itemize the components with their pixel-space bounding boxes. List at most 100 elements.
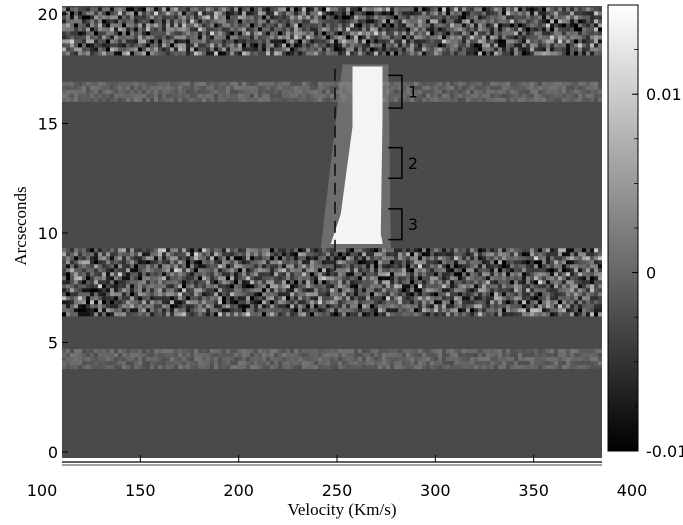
noise-pixel bbox=[510, 300, 514, 305]
noise-pixel bbox=[514, 308, 518, 313]
band-pixel bbox=[134, 361, 138, 366]
noise-pixel bbox=[474, 47, 478, 52]
noise-pixel bbox=[202, 15, 206, 20]
noise-pixel bbox=[450, 19, 454, 24]
noise-pixel bbox=[402, 304, 406, 309]
noise-pixel bbox=[134, 31, 138, 36]
band-pixel bbox=[294, 361, 298, 366]
noise-pixel bbox=[278, 15, 282, 20]
band-pixel bbox=[110, 85, 114, 90]
noise-pixel bbox=[390, 276, 394, 281]
band-pixel bbox=[306, 353, 310, 358]
noise-pixel bbox=[242, 260, 246, 265]
band-pixel bbox=[70, 365, 74, 370]
noise-pixel bbox=[350, 300, 354, 305]
band-pixel bbox=[190, 365, 194, 370]
noise-pixel bbox=[562, 35, 566, 40]
band-pixel bbox=[258, 353, 262, 358]
noise-pixel bbox=[114, 27, 118, 32]
noise-pixel bbox=[118, 260, 122, 265]
noise-pixel bbox=[382, 300, 386, 305]
band-pixel bbox=[270, 97, 274, 102]
noise-pixel bbox=[130, 292, 134, 297]
noise-pixel bbox=[146, 312, 150, 317]
noise-pixel bbox=[90, 280, 94, 285]
band-pixel bbox=[206, 89, 210, 94]
noise-pixel bbox=[338, 284, 342, 289]
noise-pixel bbox=[418, 7, 422, 12]
noise-pixel bbox=[470, 248, 474, 253]
noise-pixel bbox=[242, 300, 246, 305]
noise-pixel bbox=[410, 15, 414, 20]
noise-pixel bbox=[430, 284, 434, 289]
noise-pixel bbox=[166, 292, 170, 297]
noise-pixel bbox=[590, 51, 594, 56]
noise-pixel bbox=[282, 280, 286, 285]
noise-pixel bbox=[190, 272, 194, 277]
noise-pixel bbox=[402, 31, 406, 36]
noise-pixel bbox=[486, 11, 490, 16]
noise-pixel bbox=[418, 248, 422, 253]
noise-pixel bbox=[114, 19, 118, 24]
noise-pixel bbox=[134, 43, 138, 48]
noise-pixel bbox=[234, 308, 238, 313]
noise-pixel bbox=[158, 312, 162, 317]
band-pixel bbox=[574, 357, 578, 362]
band-pixel bbox=[66, 93, 70, 98]
noise-pixel bbox=[86, 47, 90, 52]
noise-pixel bbox=[482, 296, 486, 301]
noise-pixel bbox=[574, 27, 578, 32]
noise-pixel bbox=[290, 27, 294, 32]
noise-pixel bbox=[130, 39, 134, 44]
noise-pixel bbox=[426, 23, 430, 28]
band-pixel bbox=[594, 357, 598, 362]
band-pixel bbox=[590, 85, 594, 90]
noise-pixel bbox=[86, 35, 90, 40]
noise-pixel bbox=[278, 312, 282, 317]
noise-pixel bbox=[482, 264, 486, 269]
noise-pixel bbox=[374, 35, 378, 40]
noise-pixel bbox=[86, 7, 90, 12]
band-pixel bbox=[418, 81, 422, 86]
noise-pixel bbox=[466, 296, 470, 301]
noise-pixel bbox=[130, 252, 134, 257]
noise-pixel bbox=[362, 288, 366, 293]
noise-pixel bbox=[478, 19, 482, 24]
noise-pixel bbox=[370, 47, 374, 52]
noise-pixel bbox=[514, 288, 518, 293]
noise-pixel bbox=[350, 280, 354, 285]
band-pixel bbox=[414, 353, 418, 358]
noise-pixel bbox=[422, 248, 426, 253]
noise-pixel bbox=[402, 27, 406, 32]
noise-pixel bbox=[338, 35, 342, 40]
noise-pixel bbox=[182, 31, 186, 36]
noise-pixel bbox=[410, 35, 414, 40]
band-pixel bbox=[170, 81, 174, 86]
noise-pixel bbox=[462, 280, 466, 285]
noise-pixel bbox=[290, 23, 294, 28]
noise-pixel bbox=[222, 11, 226, 16]
noise-pixel bbox=[150, 27, 154, 32]
band-pixel bbox=[194, 85, 198, 90]
noise-pixel bbox=[214, 47, 218, 52]
noise-pixel bbox=[426, 304, 430, 309]
noise-pixel bbox=[322, 31, 326, 36]
band-pixel bbox=[202, 93, 206, 98]
noise-pixel bbox=[242, 284, 246, 289]
noise-pixel bbox=[134, 280, 138, 285]
noise-pixel bbox=[338, 280, 342, 285]
noise-pixel bbox=[566, 39, 570, 44]
noise-pixel bbox=[458, 23, 462, 28]
noise-pixel bbox=[266, 276, 270, 281]
band-pixel bbox=[82, 353, 86, 358]
band-pixel bbox=[298, 349, 302, 354]
noise-pixel bbox=[482, 43, 486, 48]
band-pixel bbox=[470, 353, 474, 358]
noise-pixel bbox=[506, 304, 510, 309]
noise-pixel bbox=[346, 39, 350, 44]
band-pixel bbox=[522, 85, 526, 90]
noise-pixel bbox=[210, 47, 214, 52]
noise-pixel bbox=[454, 51, 458, 56]
noise-pixel bbox=[418, 47, 422, 52]
noise-pixel bbox=[582, 7, 586, 12]
